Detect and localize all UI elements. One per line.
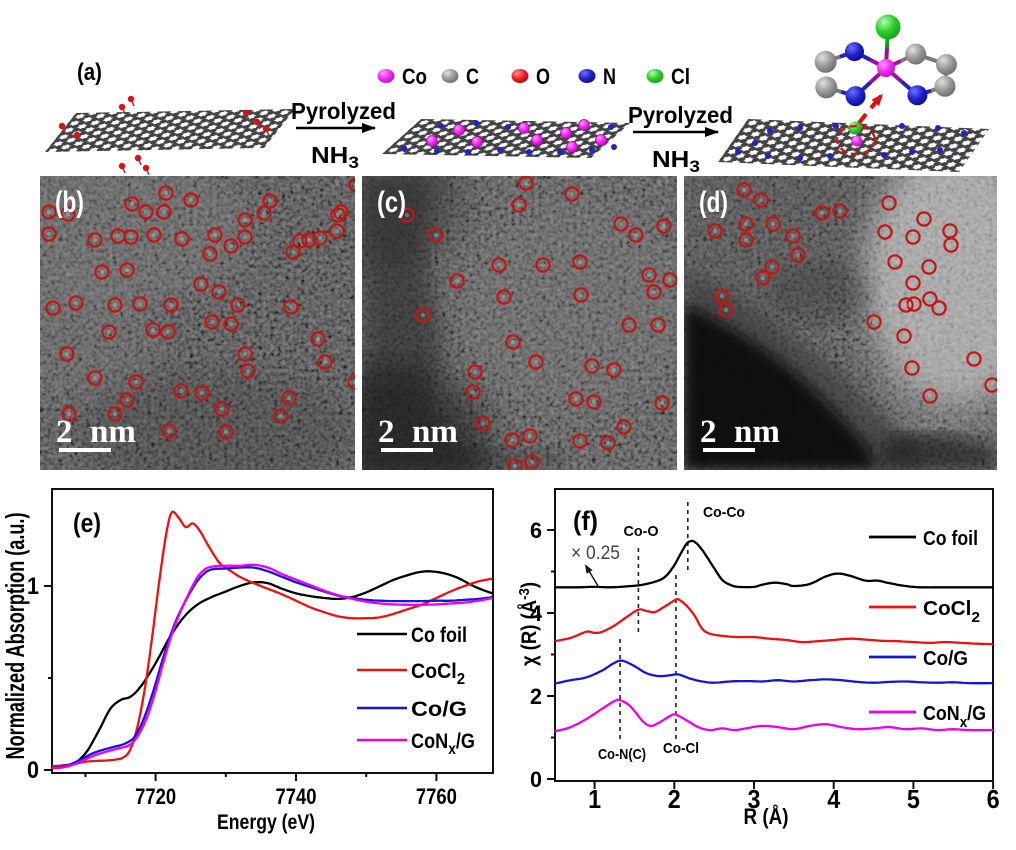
svg-text:Co/G: Co/G [923,648,968,670]
svg-text:Co foil: Co foil [411,624,467,647]
svg-text:R (Å): R (Å) [744,803,789,829]
svg-text:Co-N(C): Co-N(C) [598,746,646,763]
svg-text:7760: 7760 [416,784,457,809]
svg-text:Pyrolyzed: Pyrolyzed [628,102,733,128]
svg-text:Energy (eV): Energy (eV) [217,811,315,834]
svg-text:(a): (a) [77,59,102,86]
svg-text:(d): (d) [699,186,728,219]
svg-text:0: 0 [530,767,542,792]
svg-text:6: 6 [987,784,1000,814]
svg-text:N: N [603,64,616,89]
svg-text:4: 4 [827,784,840,814]
svg-text:O: O [536,64,550,89]
svg-text:Co/G: Co/G [411,698,467,721]
svg-text:nm: nm [734,414,780,450]
svg-text:Cl: Cl [671,64,690,89]
svg-text:5: 5 [907,784,920,814]
svg-text:(f): (f) [573,506,598,536]
svg-text:× 0.25: × 0.25 [571,543,620,564]
svg-text:Co-Co: Co-Co [703,504,745,521]
svg-text:4: 4 [530,601,543,626]
svg-text:7740: 7740 [276,784,317,809]
svg-text:2: 2 [56,414,73,450]
svg-text:2: 2 [378,414,395,450]
svg-text:7720: 7720 [135,784,176,809]
svg-text:2: 2 [668,784,681,814]
svg-text:Co-Cl: Co-Cl [663,740,699,757]
svg-text:Co: Co [402,64,427,89]
svg-text:Co-O: Co-O [624,523,659,540]
svg-text:0: 0 [27,757,39,784]
svg-text:2: 2 [700,414,717,450]
svg-text:nm: nm [90,414,136,450]
svg-text:1: 1 [27,573,39,600]
svg-text:(e): (e) [73,508,101,538]
svg-text:3: 3 [748,784,761,814]
svg-text:Pyrolyzed: Pyrolyzed [291,98,396,124]
svg-text:(b): (b) [55,186,84,219]
svg-text:2: 2 [530,684,542,709]
svg-text:1: 1 [588,784,601,814]
svg-text:C: C [466,64,479,89]
svg-text:Co foil: Co foil [923,528,978,550]
svg-text:6: 6 [530,518,542,543]
svg-text:Normalized Absorption (a.u.): Normalized Absorption (a.u.) [0,513,30,760]
svg-text:(c): (c) [377,186,406,219]
svg-text:nm: nm [412,414,458,450]
